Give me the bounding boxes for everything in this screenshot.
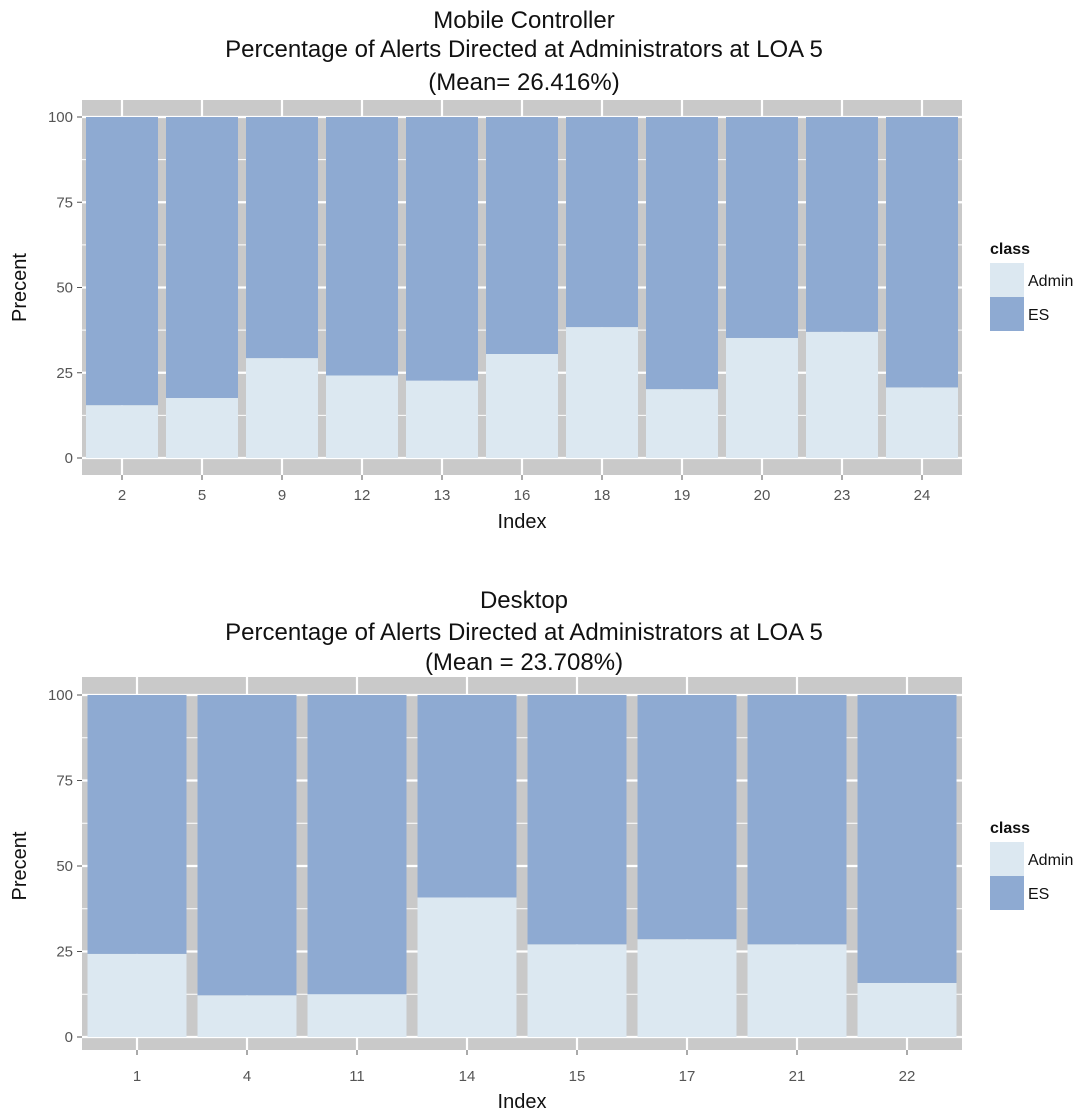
legend-swatch xyxy=(990,876,1024,910)
bar-es xyxy=(806,117,878,332)
x-tick-label: 15 xyxy=(569,1068,586,1085)
legend: class Admin ES xyxy=(990,241,1073,331)
x-tick-label: 18 xyxy=(594,487,611,504)
legend-label: Admin xyxy=(1028,273,1073,290)
x-axis-title: Index xyxy=(498,511,547,533)
x-tick-label: 19 xyxy=(674,487,691,504)
chart-desktop: Desktop Percentage of Alerts Directed at … xyxy=(9,587,1073,1112)
y-axis: 0 25 50 75 100 xyxy=(48,109,82,467)
legend-swatch xyxy=(990,842,1024,876)
bar-admin xyxy=(86,405,158,458)
bar-admin xyxy=(326,375,398,458)
x-tick-label: 12 xyxy=(354,487,371,504)
bar-es xyxy=(486,117,558,354)
y-tick-label: 100 xyxy=(48,109,73,126)
bar-admin xyxy=(246,358,318,458)
x-tick-label: 2 xyxy=(118,487,126,504)
bar-admin xyxy=(886,387,958,458)
x-axis-title: Index xyxy=(498,1091,547,1112)
legend-title: class xyxy=(990,820,1030,837)
y-tick-label: 75 xyxy=(56,194,73,211)
bar-admin xyxy=(726,337,798,458)
bar-admin xyxy=(87,953,187,1037)
y-axis-title: Precent xyxy=(9,253,31,322)
bar-admin xyxy=(197,995,297,1037)
x-tick-label: 9 xyxy=(278,487,286,504)
bar-es xyxy=(726,117,798,338)
x-tick-label: 22 xyxy=(899,1068,916,1085)
bar-es xyxy=(406,117,478,381)
bar-admin xyxy=(527,944,627,1037)
x-tick-label: 11 xyxy=(349,1068,365,1085)
x-tick-label: 16 xyxy=(514,487,531,504)
bar-es xyxy=(857,695,957,983)
x-tick-label: 23 xyxy=(834,487,851,504)
x-tick-label: 1 xyxy=(133,1068,141,1085)
y-tick-label: 25 xyxy=(56,365,73,382)
chart-title: Mobile Controller xyxy=(433,7,614,34)
bar-es xyxy=(246,117,318,359)
y-tick-label: 75 xyxy=(56,773,73,790)
chart-mean-label: (Mean= 26.416%) xyxy=(428,69,619,96)
bar-es xyxy=(307,695,407,995)
x-tick-label: 13 xyxy=(434,487,451,504)
bar-admin xyxy=(417,897,517,1037)
bars xyxy=(86,117,958,458)
bar-es xyxy=(417,695,517,898)
bar-es xyxy=(886,117,958,388)
bar-admin xyxy=(566,327,638,458)
x-tick-label: 14 xyxy=(459,1068,476,1085)
y-axis: 0 25 50 75 100 xyxy=(48,687,82,1046)
bar-admin xyxy=(806,331,878,458)
bars xyxy=(87,695,957,1037)
bar-es xyxy=(747,695,847,945)
bar-es xyxy=(86,117,158,406)
bar-es xyxy=(326,117,398,376)
x-tick-label: 17 xyxy=(679,1068,696,1085)
bar-es xyxy=(166,117,238,398)
bar-es xyxy=(527,695,627,945)
y-tick-label: 25 xyxy=(56,944,73,961)
chart-mean-label: (Mean = 23.708%) xyxy=(425,649,623,676)
x-axis: 1 4 11 14 15 17 21 22 xyxy=(133,1050,916,1085)
legend-label: ES xyxy=(1028,307,1049,324)
x-tick-label: 5 xyxy=(198,487,206,504)
bar-es xyxy=(637,695,737,940)
legend-swatch xyxy=(990,263,1024,297)
bar-es xyxy=(197,695,297,996)
bar-admin xyxy=(406,380,478,458)
y-tick-label: 100 xyxy=(48,687,73,704)
y-tick-label: 50 xyxy=(56,858,73,875)
bar-admin xyxy=(307,994,407,1037)
legend: class Admin ES xyxy=(990,820,1073,910)
legend-swatch xyxy=(990,297,1024,331)
bar-es xyxy=(646,117,718,390)
y-tick-label: 50 xyxy=(56,280,73,297)
bar-admin xyxy=(857,982,957,1037)
x-tick-label: 21 xyxy=(789,1068,806,1085)
y-axis-title: Precent xyxy=(9,831,31,900)
legend-title: class xyxy=(990,241,1030,258)
legend-label: Admin xyxy=(1028,852,1073,869)
chart-subtitle: Percentage of Alerts Directed at Adminis… xyxy=(225,619,823,646)
x-tick-label: 24 xyxy=(914,487,931,504)
bar-admin xyxy=(637,939,737,1037)
bar-admin xyxy=(646,389,718,458)
bar-es xyxy=(566,117,638,328)
legend-label: ES xyxy=(1028,886,1049,903)
x-tick-label: 4 xyxy=(243,1068,251,1085)
bar-es xyxy=(87,695,187,954)
x-tick-label: 20 xyxy=(754,487,771,504)
bar-admin xyxy=(486,353,558,458)
chart-subtitle: Percentage of Alerts Directed at Adminis… xyxy=(225,36,823,63)
bar-admin xyxy=(166,397,238,458)
y-tick-label: 0 xyxy=(65,450,73,467)
chart-title: Desktop xyxy=(480,587,568,614)
bar-admin xyxy=(747,944,847,1037)
y-tick-label: 0 xyxy=(65,1029,73,1046)
x-axis: 2 5 9 12 13 16 18 19 20 23 24 xyxy=(118,475,931,504)
